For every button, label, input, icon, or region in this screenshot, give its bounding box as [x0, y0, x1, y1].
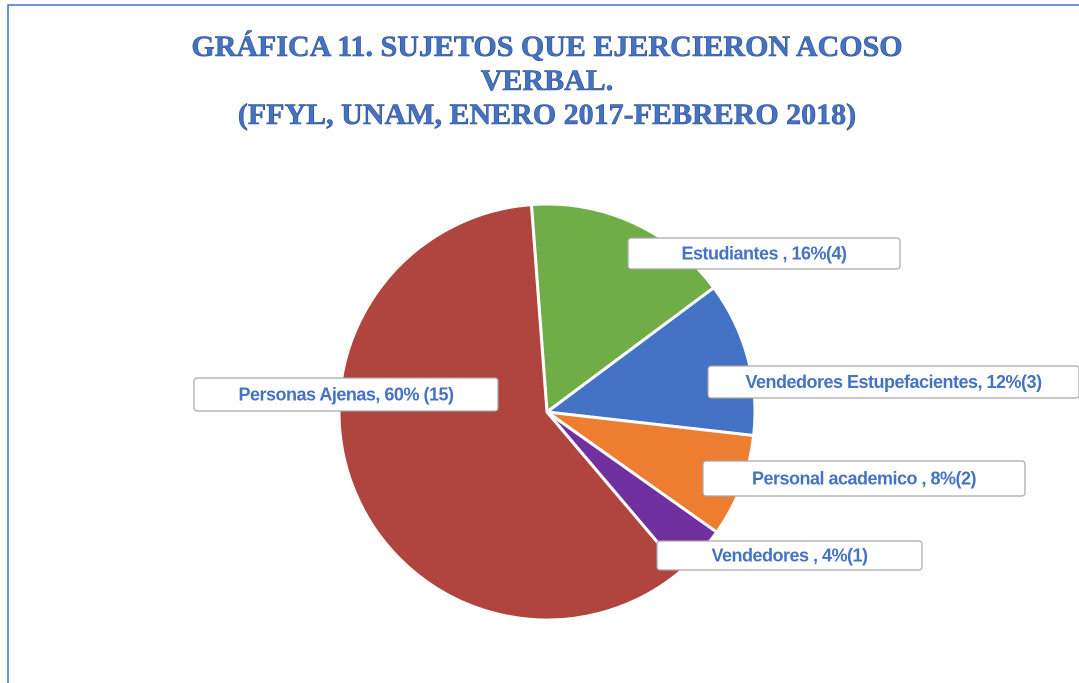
- chart-title: VERBAL.: [481, 64, 614, 97]
- chart-title: (FFYL, UNAM, ENERO 2017-FEBRERO 2018): [238, 98, 856, 131]
- label-box: [702, 460, 1026, 497]
- data-label: Personas Ajenas, 60% (15): [239, 384, 454, 404]
- label-box: [627, 237, 901, 270]
- frame: [7, 4, 1079, 683]
- data-label: Vendedores Estupefacientes, 12%(3): [745, 372, 1042, 392]
- label-box: [707, 365, 1079, 399]
- chart-title: GRÁFICA 11. SUJETOS QUE EJERCIERON ACOSO: [191, 30, 902, 63]
- data-label: Personal academico , 8%(2): [752, 468, 977, 488]
- pie-slice: [543, 285, 757, 438]
- data-label: Estudiantes , 16%(4): [681, 243, 847, 263]
- pie-slice: [337, 202, 684, 622]
- label-box: [193, 377, 499, 412]
- label-box: [656, 540, 923, 571]
- data-label: Vendedores , 4%(1): [711, 545, 868, 565]
